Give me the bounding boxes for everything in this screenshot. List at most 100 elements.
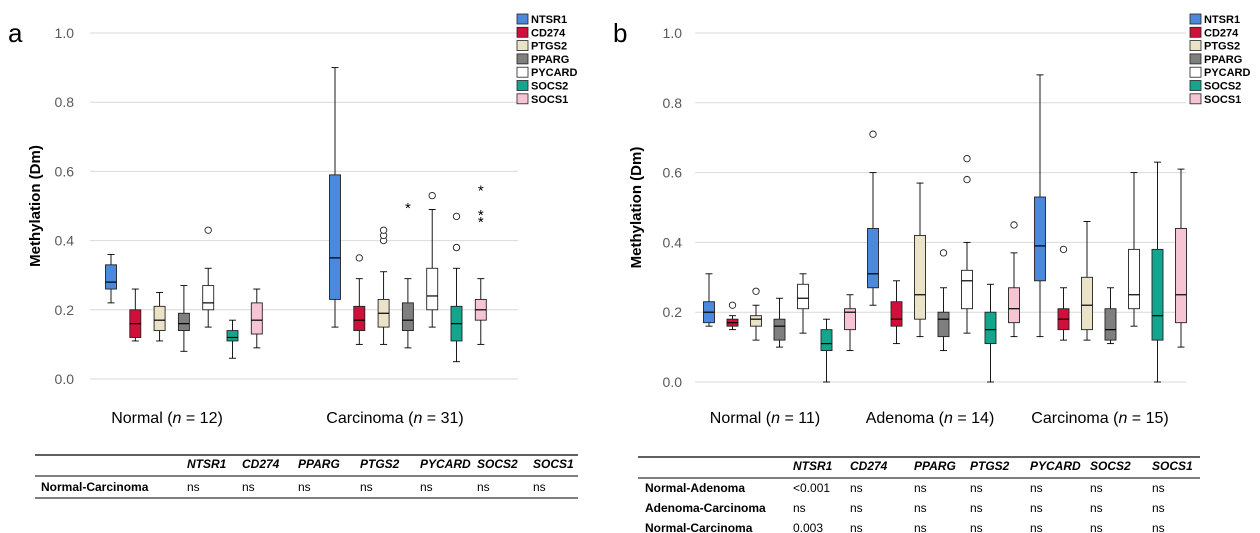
panel-label-b: b: [613, 18, 627, 48]
table-cell: ns: [1090, 521, 1103, 533]
legend-swatch: [1189, 53, 1202, 65]
table-cell: ns: [1090, 481, 1103, 495]
legend-swatch: [516, 93, 529, 105]
y-axis-label: Methylation (Dm): [628, 147, 645, 269]
box-socs1: [1175, 227, 1187, 324]
table-cell: ns: [914, 481, 927, 495]
table-cell: ns: [1030, 501, 1043, 515]
box-pparg: [177, 312, 190, 332]
table-cell: ns: [914, 521, 927, 533]
table-column-header: PYCARD: [1030, 459, 1081, 473]
table-cell: ns: [533, 480, 546, 494]
legend-label: SOCS1: [531, 94, 568, 106]
table-column-header: CD274: [850, 459, 888, 473]
y-tick-label: 0.4: [55, 233, 75, 249]
box-socs1: [1008, 287, 1020, 324]
box-ptgs2: [1081, 276, 1093, 331]
table-row-label: Normal-Carcinoma: [41, 480, 149, 494]
table-cell: ns: [298, 480, 311, 494]
table-cell: ns: [1030, 521, 1043, 533]
table-cell: ns: [420, 480, 433, 494]
outlier-point: [355, 254, 363, 262]
stats-table-a: NTSR1 CD274 PPARG PTGS2 PYCARD SOCS2 SOCS1 Norm…: [35, 454, 578, 499]
table-column-header: PTGS2: [970, 459, 1010, 473]
box-socs2: [226, 330, 239, 342]
table-column-header: CD274: [242, 457, 280, 471]
outlier-point: [869, 130, 877, 138]
box-socs2: [1151, 248, 1164, 341]
table-row-label: Normal-Adenoma: [645, 481, 745, 495]
box-pycard: [1128, 248, 1140, 310]
box-ntsr1: [105, 264, 117, 290]
table-column-header: NTSR1: [187, 457, 227, 471]
table-cell: 0.003: [793, 521, 823, 533]
outlier-point: [452, 243, 461, 252]
table-column-header: SOCS1: [1152, 459, 1193, 473]
legend-swatch: [516, 40, 529, 51]
table-cell: <0.001: [793, 481, 830, 495]
table-cell: ns: [187, 480, 200, 494]
legend-label: NTSR1: [531, 14, 567, 26]
outlier-point: [939, 249, 948, 257]
box-pycard: [797, 283, 809, 310]
box-pycard: [961, 269, 973, 310]
legend-label: PTGS2: [531, 41, 567, 53]
table-cell: ns: [1152, 501, 1165, 515]
outlier-point: [428, 191, 436, 200]
extreme-point: *: [478, 214, 484, 231]
legend-label: PYCARD: [531, 67, 578, 79]
table-cell: ns: [970, 521, 983, 533]
table-cell: ns: [360, 480, 373, 494]
outlier-point: [379, 226, 388, 234]
table-row-label: Adenoma-Carcinoma: [645, 501, 766, 515]
table-column-header: NTSR1: [793, 459, 833, 473]
legend-label: SOCS1: [1204, 94, 1241, 106]
box-ntsr1: [329, 174, 341, 300]
legend-swatch: [1189, 26, 1202, 38]
outlier-point: [452, 212, 461, 221]
table-cell: ns: [850, 521, 863, 533]
extreme-point: *: [405, 200, 411, 217]
box-pparg: [1104, 308, 1117, 341]
table-cell: ns: [970, 481, 983, 495]
y-tick-label: 0.4: [663, 234, 683, 250]
box-pparg: [937, 311, 950, 338]
y-tick-label: 0.0: [663, 374, 683, 390]
y-tick-label: 0.6: [55, 163, 75, 179]
legend-swatch: [516, 26, 529, 38]
box-socs2: [984, 311, 997, 345]
table-row-label: Normal-Carcinoma: [645, 521, 753, 533]
outlier-point: [1059, 245, 1068, 254]
y-tick-label: 0.0: [55, 371, 75, 387]
outlier-point: [963, 175, 971, 184]
legend-label: PPARG: [531, 54, 569, 66]
extreme-point: *: [478, 183, 484, 200]
table-cell: ns: [1090, 501, 1103, 515]
table-cell: ns: [970, 501, 983, 515]
box-socs1: [250, 302, 263, 335]
outlier-point: [963, 154, 971, 163]
box-pycard: [202, 285, 215, 311]
box-socs1: [844, 308, 856, 331]
box-socs2: [820, 329, 833, 352]
legend-label: PTGS2: [1204, 41, 1240, 53]
box-pparg: [773, 318, 786, 341]
stats-table-b: NTSR1 CD274 PPARG PTGS2 PYCARD SOCS2 SOCS1 Norm…: [638, 456, 1200, 533]
y-tick-label: 0.6: [663, 165, 683, 181]
legend-label: NTSR1: [1204, 14, 1240, 26]
legend-swatch: [1189, 80, 1202, 91]
box-pparg: [401, 302, 414, 332]
table-cell: ns: [242, 480, 255, 494]
box-cd274: [353, 305, 366, 332]
table-column-header: PPARG: [298, 457, 340, 471]
y-tick-label: 0.8: [55, 94, 75, 110]
legend-label: CD274: [531, 27, 566, 39]
y-axis-label: Methylation (Dm): [27, 145, 44, 267]
outlier-point: [204, 226, 212, 234]
legend-label: PYCARD: [1204, 67, 1251, 79]
table-cell: ns: [1152, 481, 1165, 495]
y-tick-label: 1.0: [55, 25, 75, 41]
box-ptgs2: [750, 315, 762, 327]
legend-label: SOCS2: [1204, 81, 1241, 93]
